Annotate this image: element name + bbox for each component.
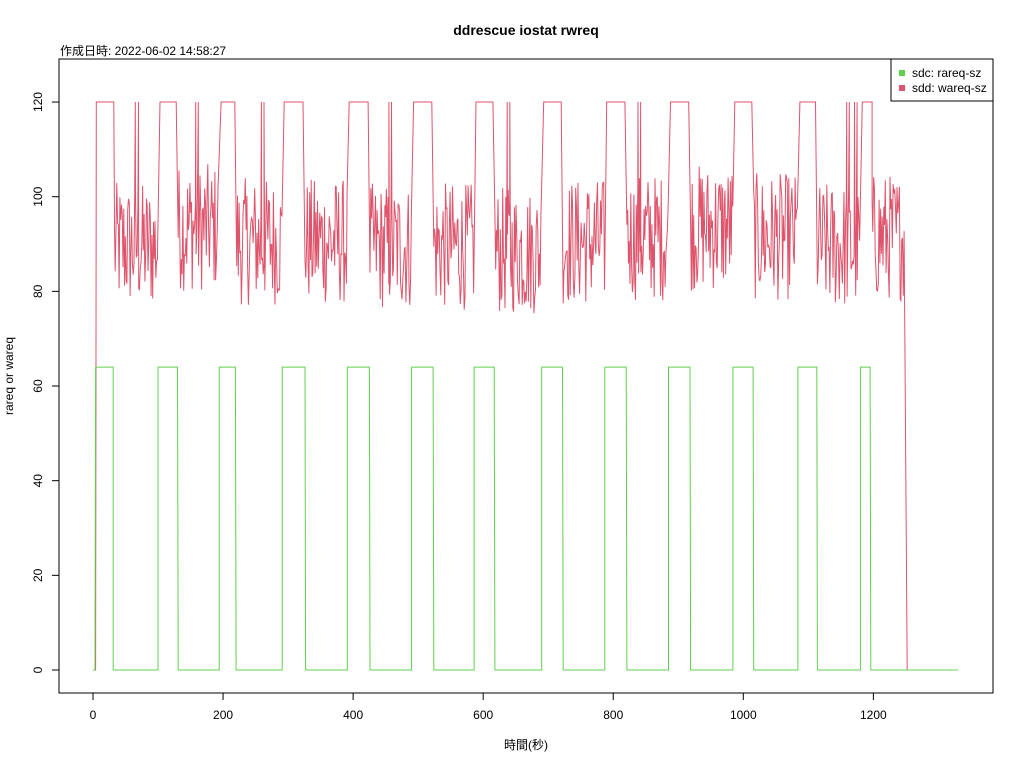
x-axis-label: 時間(秒)	[504, 738, 548, 752]
series-line-sdc	[93, 366, 958, 671]
x-tick-label: 1000	[730, 708, 757, 722]
x-tick-label: 800	[603, 708, 623, 722]
legend-swatch-sdc	[899, 70, 905, 76]
x-tick-label: 600	[473, 708, 493, 722]
legend-label-sdc: sdc: rareq-sz	[912, 66, 981, 80]
y-tick-label: 20	[31, 568, 45, 582]
legend-label-sdd: sdd: wareq-sz	[912, 81, 987, 95]
x-tick-label: 200	[213, 708, 233, 722]
legend: sdc: rareq-sz sdd: wareq-sz	[890, 58, 994, 102]
chart-subtitle: 作成日時: 2022-06-02 14:58:27	[60, 44, 226, 58]
series-line-sdd	[93, 101, 958, 671]
legend-swatch-sdd	[899, 85, 905, 91]
y-tick-label: 40	[31, 474, 45, 488]
plot-area	[93, 101, 958, 671]
x-tick-label: 400	[343, 708, 363, 722]
y-tick-label: 80	[31, 284, 45, 298]
legend-box	[890, 58, 994, 102]
y-tick-label: 60	[31, 379, 45, 393]
chart-title: ddrescue iostat rwreq	[453, 22, 599, 38]
y-tick-label: 0	[31, 666, 45, 673]
y-tick-label: 100	[31, 186, 45, 206]
y-tick-label: 120	[31, 92, 45, 112]
y-axis: 0 20 40 60 80 100 120	[31, 92, 60, 673]
y-axis-label: rareq or wareq	[2, 337, 16, 415]
x-tick-label: 0	[90, 708, 97, 722]
x-axis: 0 200 400 600 800 1000 1200	[90, 692, 887, 722]
plot-frame	[58, 58, 994, 694]
x-tick-label: 1200	[860, 708, 887, 722]
